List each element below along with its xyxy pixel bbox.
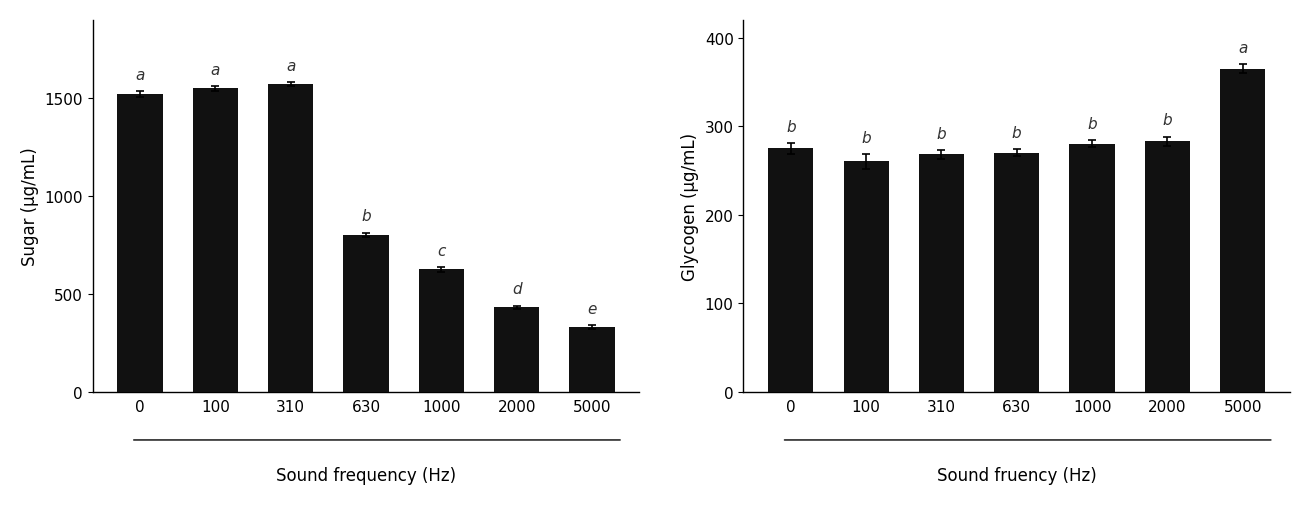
Text: b: b	[936, 126, 947, 142]
Bar	[343, 236, 388, 392]
Text: b: b	[1087, 117, 1097, 132]
Text: Sound fruency (Hz): Sound fruency (Hz)	[937, 466, 1096, 484]
Bar	[994, 153, 1040, 392]
Bar	[1070, 145, 1114, 392]
Text: a: a	[1238, 41, 1247, 55]
Y-axis label: Glycogen (μg/mL): Glycogen (μg/mL)	[682, 132, 699, 280]
Bar	[919, 155, 964, 392]
Y-axis label: Sugar (μg/mL): Sugar (μg/mL)	[21, 147, 39, 266]
Bar	[269, 85, 313, 392]
Text: a: a	[286, 59, 295, 74]
Bar	[118, 95, 163, 392]
Bar	[569, 327, 615, 392]
Text: d: d	[511, 281, 522, 297]
Bar	[193, 89, 239, 392]
Bar	[768, 149, 813, 392]
Text: Sound frequency (Hz): Sound frequency (Hz)	[275, 466, 456, 484]
Text: b: b	[1163, 113, 1172, 128]
Text: b: b	[1012, 126, 1021, 140]
Bar	[843, 162, 889, 392]
Text: c: c	[437, 243, 446, 258]
Bar	[494, 308, 539, 392]
Text: b: b	[787, 119, 796, 134]
Text: b: b	[861, 131, 871, 146]
Text: e: e	[587, 301, 597, 316]
Text: b: b	[362, 209, 371, 224]
Bar	[1145, 142, 1190, 392]
Bar	[418, 270, 464, 392]
Text: a: a	[135, 68, 144, 83]
Text: a: a	[211, 63, 220, 77]
Bar	[1221, 69, 1265, 392]
